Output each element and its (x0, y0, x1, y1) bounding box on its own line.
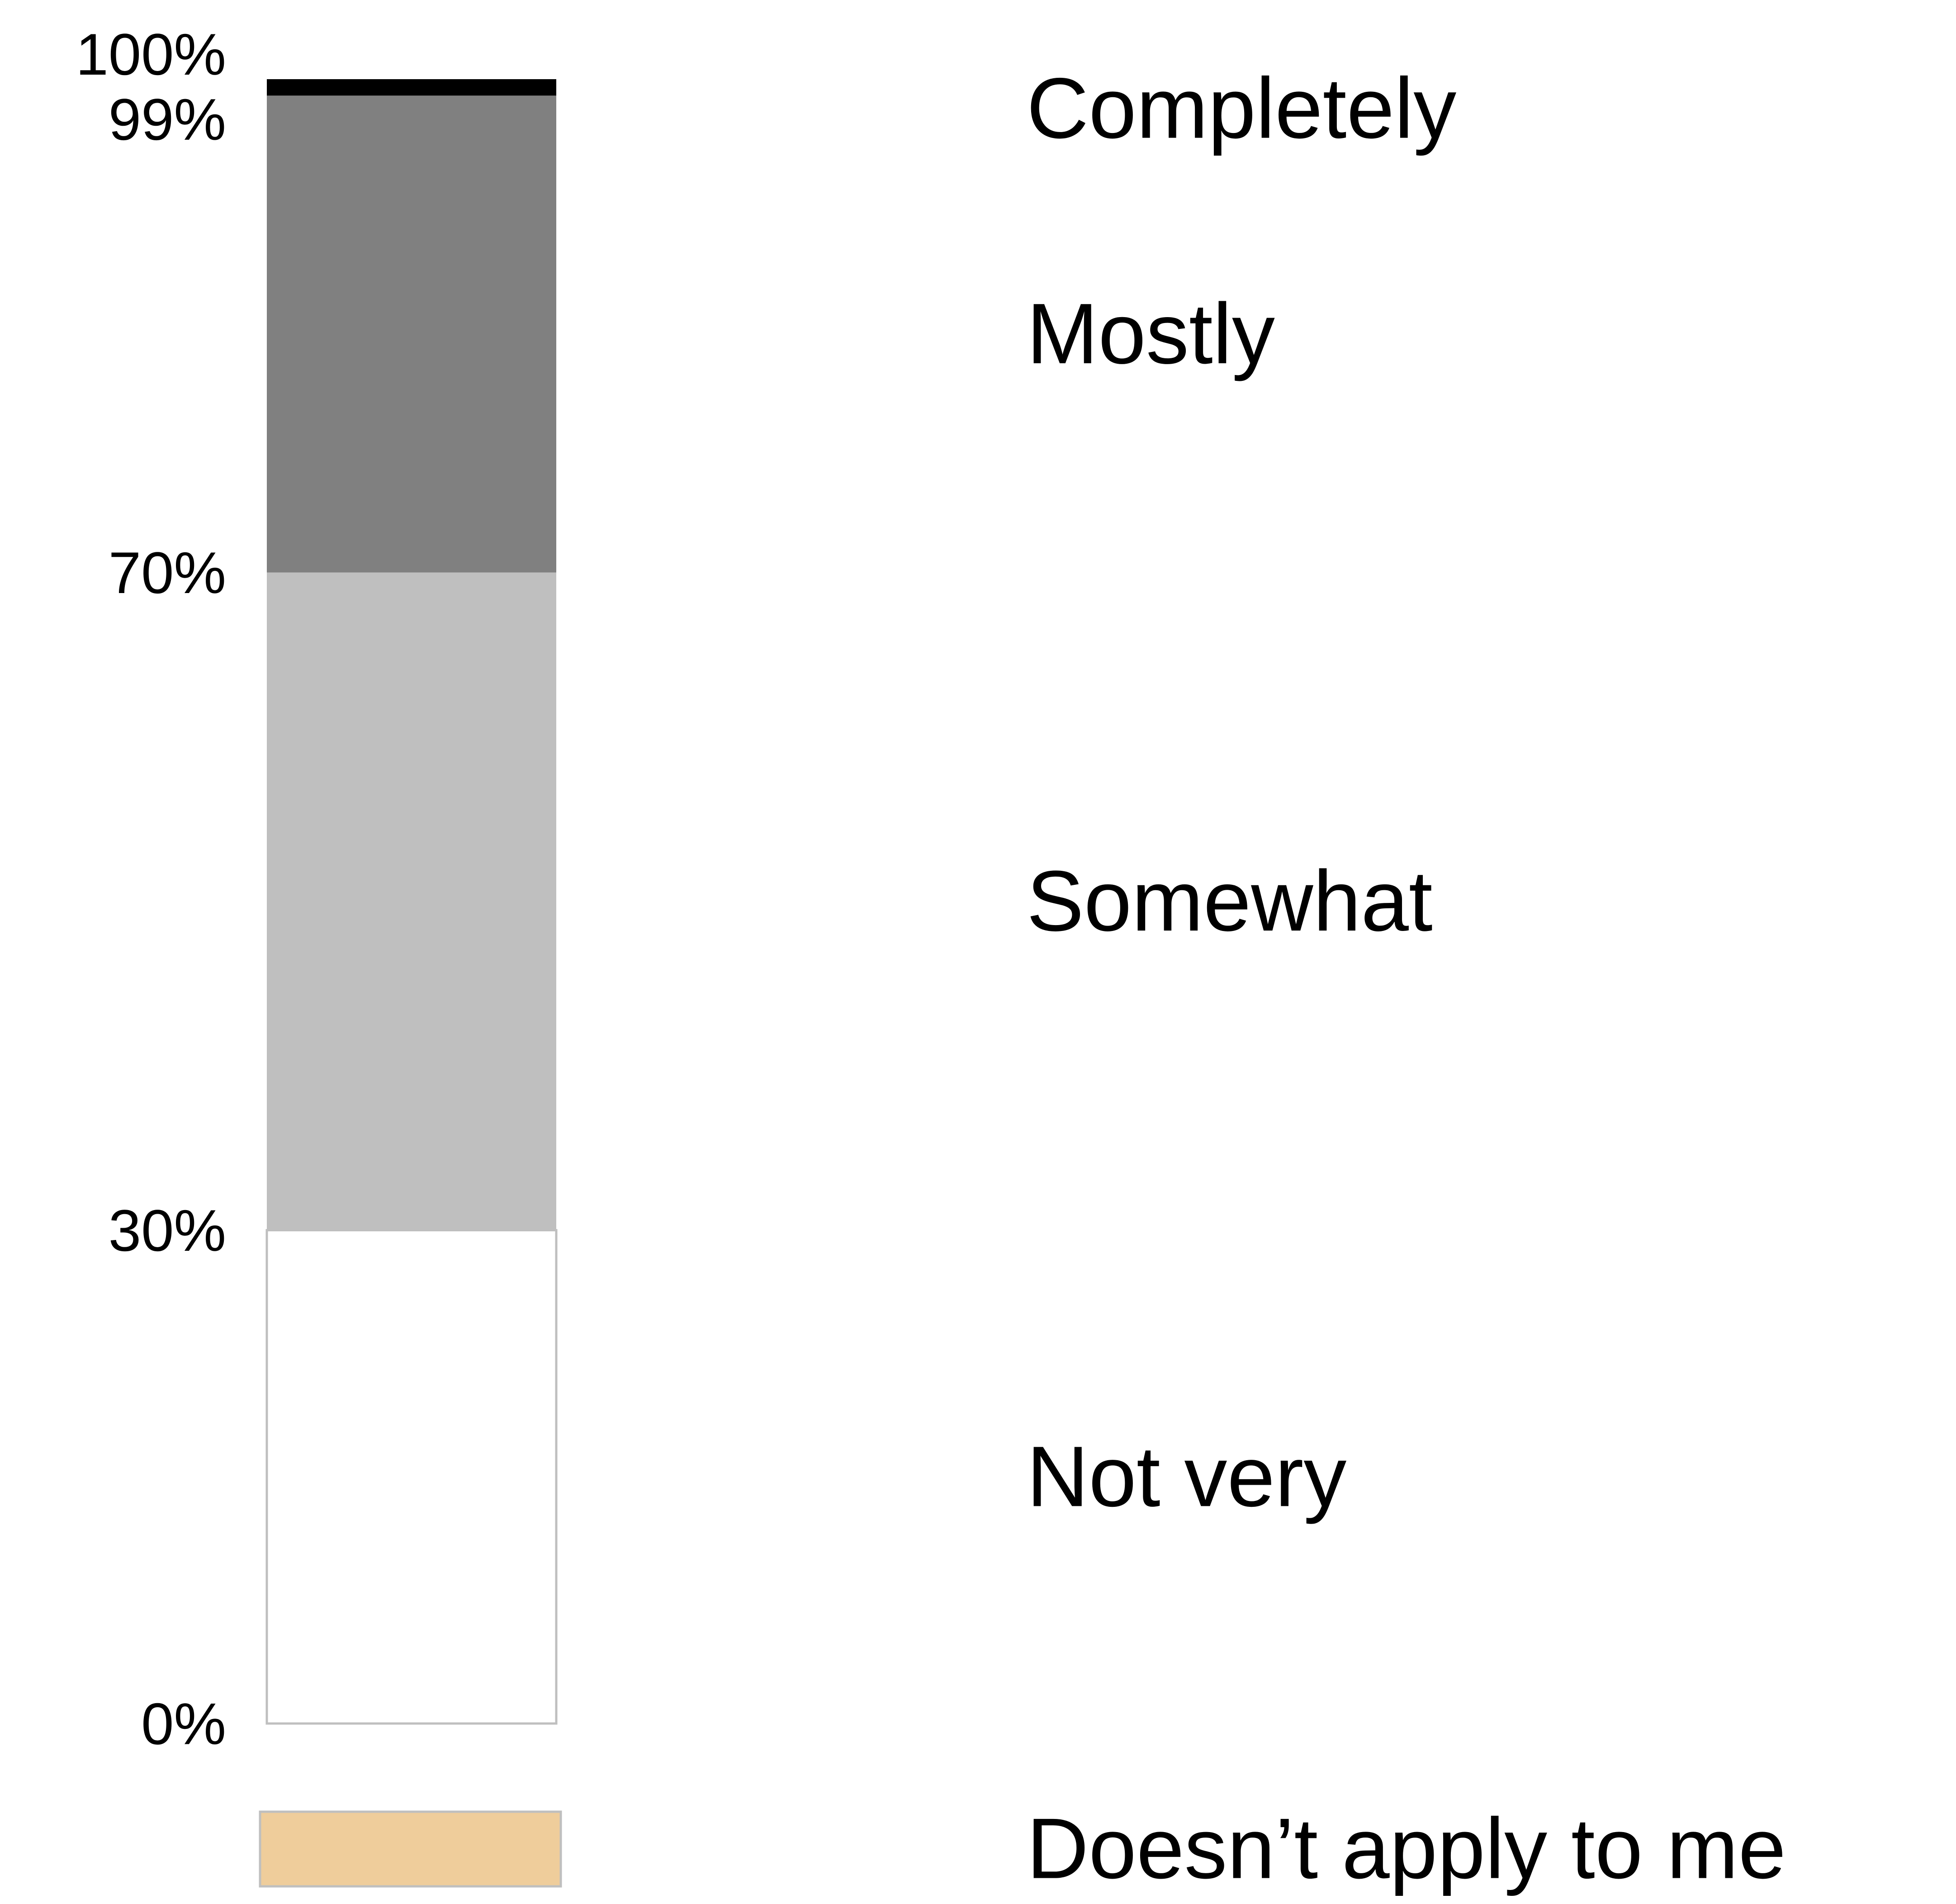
y-tick-label: 30% (109, 1197, 226, 1263)
bar-segment-completely (267, 79, 556, 96)
legend-label-somewhat: Somewhat (1027, 853, 1433, 949)
y-tick-label: 0% (141, 1691, 226, 1757)
legend-label-mostly: Mostly (1027, 286, 1275, 382)
legend-label-not-very: Not very (1027, 1429, 1346, 1524)
legend-label-doesnt-apply-to-me: Doesn’t apply to me (1027, 1801, 1786, 1897)
bar-doesnt-apply-to-me (259, 1810, 562, 1888)
y-tick-label: 100% (76, 21, 227, 87)
y-tick-label: 70% (109, 540, 226, 606)
bar-segment-mostly (267, 95, 556, 573)
legend-label-completely: Completely (1027, 61, 1456, 157)
bar-segment-not-very (265, 1229, 558, 1725)
y-tick-label: 99% (109, 86, 226, 152)
bar-segment-somewhat (267, 572, 556, 1230)
